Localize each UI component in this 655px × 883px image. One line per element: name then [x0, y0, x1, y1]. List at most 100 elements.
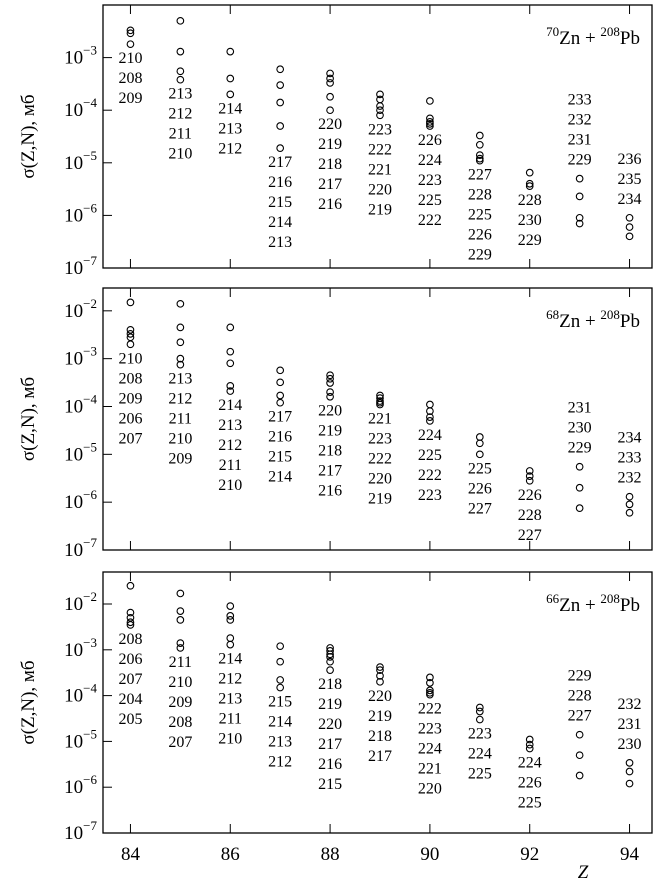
data-point [176, 338, 185, 347]
data-point [276, 683, 285, 692]
mass-label: 233 [618, 450, 642, 467]
y-tick-label: 10−5 [64, 726, 97, 752]
data-point [426, 114, 434, 123]
mass-label: 214 [218, 100, 242, 117]
mass-label: 210 [218, 477, 242, 494]
data-point [426, 686, 434, 695]
y-tick-label: 10−3 [64, 635, 97, 661]
data-point [226, 387, 235, 395]
mass-label: 219 [368, 201, 392, 218]
mass-label: 220 [368, 688, 392, 705]
mass-label: 218 [318, 443, 342, 460]
mass-label: 226 [418, 132, 442, 149]
data-point [525, 472, 534, 480]
data-point [326, 79, 334, 87]
data-point [226, 323, 235, 332]
data-point [326, 371, 334, 380]
mass-label: 222 [368, 451, 392, 468]
mass-label: 213 [168, 86, 192, 103]
mass-label: 209 [168, 694, 192, 711]
data-point [176, 616, 185, 624]
mass-label: 211 [219, 457, 242, 474]
mass-label: 213 [268, 734, 292, 751]
mass-label: 213 [168, 371, 192, 388]
data-point [625, 767, 634, 776]
mass-label: 225 [518, 794, 542, 811]
data-point [176, 299, 185, 308]
mass-label: 216 [318, 756, 342, 773]
mass-label: 225 [418, 192, 442, 209]
data-point [276, 122, 285, 130]
data-point [575, 174, 584, 183]
mass-label: 228 [518, 192, 542, 209]
mass-label: 208 [168, 714, 192, 731]
mass-label: 223 [418, 721, 442, 738]
mass-label: 221 [368, 161, 392, 178]
mass-label: 204 [118, 691, 142, 708]
plot-frame [102, 4, 653, 269]
data-point [525, 476, 534, 485]
mass-label: 213 [218, 691, 242, 708]
data-point [426, 400, 434, 409]
mass-label: 226 [468, 227, 492, 244]
mass-label: 226 [518, 487, 542, 504]
mass-label: 217 [268, 154, 292, 171]
mass-label: 229 [468, 247, 492, 264]
mass-label: 212 [218, 140, 242, 157]
data-point [326, 106, 334, 115]
data-point [426, 417, 434, 425]
data-point [276, 676, 285, 684]
mass-label: 206 [118, 651, 142, 668]
mass-label: 214 [268, 714, 292, 731]
y-tick-label: 10−4 [64, 391, 97, 417]
mass-label: 219 [318, 423, 342, 440]
data-point [625, 779, 634, 788]
data-point [376, 677, 384, 686]
mass-label: 224 [418, 152, 442, 169]
x-tick-label: 90 [420, 844, 439, 865]
y-tick-label: 10−6 [64, 200, 97, 226]
y-tick-label: 10−5 [64, 439, 97, 465]
y-tick-label: 10−2 [64, 296, 97, 322]
data-point [575, 219, 584, 228]
mass-label: 228 [468, 187, 492, 204]
data-point [326, 666, 334, 674]
data-point [226, 616, 235, 624]
mass-label: 217 [318, 463, 342, 480]
mass-label: 232 [568, 112, 592, 129]
data-point [625, 492, 634, 501]
mass-label: 226 [468, 480, 492, 497]
data-point [276, 657, 285, 666]
mass-label: 233 [568, 92, 592, 109]
mass-label: 210 [218, 731, 242, 748]
data-point [525, 467, 534, 475]
mass-label: 215 [268, 194, 292, 211]
data-point [326, 74, 334, 83]
data-point [575, 192, 584, 201]
mass-label: 207 [118, 430, 142, 447]
mass-label: 210 [168, 146, 192, 163]
data-point [126, 608, 135, 617]
mass-label: 210 [118, 50, 142, 67]
mass-label: 224 [418, 427, 442, 444]
data-point [475, 703, 484, 712]
mass-label: 229 [568, 440, 592, 457]
mass-label: 228 [518, 507, 542, 524]
mass-label: 229 [518, 232, 542, 249]
mass-label: 221 [368, 411, 392, 428]
mass-label: 235 [618, 171, 642, 188]
mass-label: 230 [518, 212, 542, 229]
y-tick-label: 10−4 [64, 681, 97, 707]
data-point [226, 74, 235, 83]
mass-label: 216 [268, 429, 292, 446]
x-tick-label: 86 [221, 844, 240, 865]
mass-label: 208 [118, 631, 142, 648]
mass-label: 227 [468, 167, 492, 184]
data-point [475, 715, 484, 724]
data-point [625, 759, 634, 767]
panel-title: 68Zn + 208Pb [546, 307, 640, 332]
data-point [376, 106, 384, 115]
mass-label: 212 [168, 106, 192, 123]
